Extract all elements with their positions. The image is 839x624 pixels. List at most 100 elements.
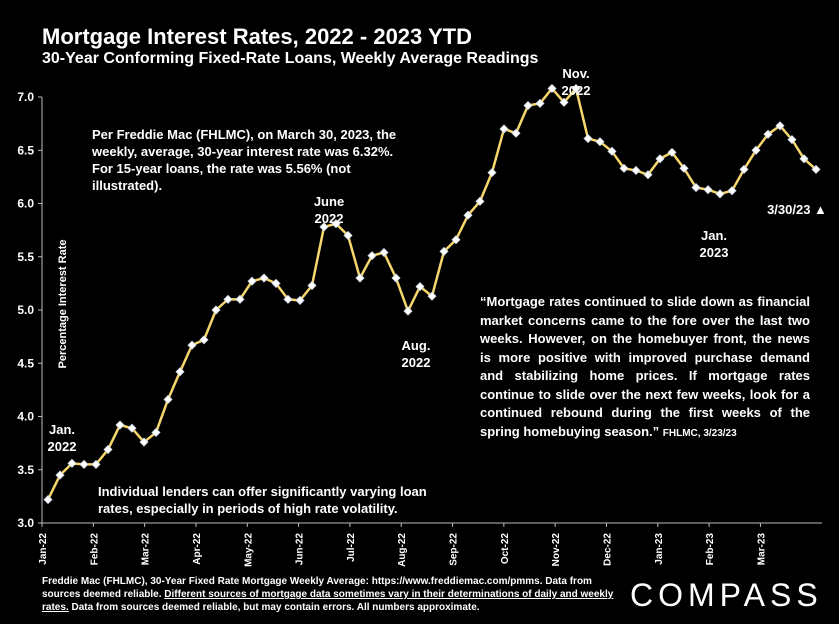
data-point — [43, 495, 53, 505]
x-tick-label: Jun-22 — [295, 533, 306, 566]
label-latest-date: 3/30/23 ▲ — [767, 202, 827, 217]
data-point — [67, 458, 77, 468]
data-point — [511, 128, 521, 138]
data-point — [451, 235, 461, 245]
data-point — [343, 230, 353, 241]
data-point — [559, 97, 569, 107]
footer-data-note[interactable]: Different sources of mortgage data somet… — [42, 589, 614, 613]
data-point — [739, 164, 749, 174]
x-tick-label: Jan-22 — [38, 533, 49, 565]
data-point — [307, 280, 317, 291]
data-point — [427, 291, 437, 301]
data-point — [643, 170, 653, 180]
data-point — [439, 246, 449, 256]
data-point — [331, 219, 341, 229]
data-point — [391, 273, 401, 283]
data-point — [283, 294, 293, 304]
x-tick-label: Oct-22 — [500, 533, 511, 565]
x-tick-label: Mar-22 — [141, 533, 152, 566]
data-point — [223, 294, 233, 304]
data-point — [799, 154, 809, 164]
data-point — [415, 282, 425, 292]
x-tick-label: Sep-22 — [449, 533, 460, 566]
data-point — [403, 306, 413, 316]
x-tick-label: Jan-23 — [654, 533, 665, 565]
data-point — [367, 251, 377, 261]
y-tick-label: 4.0 — [17, 410, 34, 424]
data-point — [727, 186, 737, 196]
freddie-note: Per Freddie Mac (FHLMC), on March 30, 20… — [92, 127, 397, 193]
x-tick-label: Feb-23 — [705, 533, 716, 566]
y-tick-label: 5.5 — [17, 250, 34, 264]
data-point — [595, 137, 605, 147]
x-tick-labels: Jan-22 Feb-22 Mar-22 Apr-22 May-22 Jun-22 Jul-… — [38, 533, 767, 567]
data-point — [379, 247, 389, 258]
data-point — [691, 182, 701, 193]
label-jan-2023: Jan. 2023 — [699, 228, 729, 260]
footer-source: Freddie Mac (FHLMC), 30-Year Fixed Rate … — [42, 575, 622, 614]
y-axis-label: Percentage Interest Rate — [57, 239, 69, 369]
data-point — [271, 278, 281, 288]
data-point — [535, 98, 545, 108]
data-point — [199, 335, 209, 345]
footer-text-1: Freddie Mac (FHLMC), 30-Year Fixed Rate … — [42, 576, 592, 600]
x-tick-label: Dec-22 — [602, 533, 613, 566]
lenders-note: Individual lenders can offer significant… — [98, 484, 427, 516]
data-point — [523, 100, 533, 111]
x-tick-label: Aug-22 — [397, 533, 408, 567]
x-tick-label: Feb-22 — [89, 533, 100, 566]
data-point — [631, 165, 641, 176]
data-point — [187, 340, 197, 350]
y-tick-label: 6.0 — [17, 197, 34, 211]
data-point — [571, 83, 581, 94]
data-point — [91, 459, 101, 469]
y-tick-label: 3.5 — [17, 463, 34, 477]
data-point — [79, 459, 89, 469]
data-point — [667, 147, 677, 157]
data-point — [163, 394, 173, 405]
data-point — [235, 294, 245, 304]
x-tick-label: Nov-22 — [551, 533, 562, 567]
quote-source: FHLMC, 3/23/23 — [662, 427, 737, 439]
data-point — [295, 295, 305, 305]
data-point — [475, 196, 485, 206]
y-tick-label: 7.0 — [17, 90, 34, 104]
series-points — [43, 83, 821, 505]
data-point — [787, 135, 797, 145]
x-tick-label: May-22 — [243, 533, 254, 567]
data-point — [259, 273, 269, 283]
data-point — [463, 210, 473, 220]
label-jan-2022: Jan. 2022 — [47, 422, 77, 454]
y-tick-label: 6.5 — [17, 143, 34, 157]
data-point — [115, 420, 125, 430]
x-tick-label: Jul-22 — [346, 533, 357, 562]
data-point — [619, 163, 629, 173]
chart-subtitle: 30-Year Conforming Fixed-Rate Loans, Wee… — [42, 50, 539, 67]
y-tick-label: 5.0 — [17, 303, 34, 317]
label-june-2022: June 2022 — [313, 194, 345, 226]
data-point — [751, 145, 761, 155]
data-point — [175, 367, 185, 377]
data-point — [211, 305, 221, 315]
data-point — [151, 427, 161, 438]
y-tick-label: 4.5 — [17, 356, 34, 370]
data-point — [655, 154, 665, 164]
y-tick-label: 3.0 — [17, 516, 34, 530]
chart-title: Mortgage Interest Rates, 2022 - 2023 YTD — [42, 24, 472, 49]
data-point — [583, 133, 593, 144]
data-point — [355, 273, 365, 283]
data-point — [775, 121, 785, 131]
data-point — [607, 146, 617, 156]
data-point — [811, 164, 821, 174]
data-point — [247, 276, 257, 286]
data-point — [763, 129, 773, 139]
data-point — [715, 189, 725, 199]
data-point — [703, 185, 713, 195]
data-point — [55, 470, 65, 480]
data-point — [487, 168, 497, 178]
compass-logo: COMPASS — [630, 577, 823, 613]
footer-text-2: Data from sources deemed reliable, but m… — [71, 602, 480, 613]
data-point — [127, 423, 137, 433]
x-tick-label: Apr-22 — [192, 533, 203, 565]
